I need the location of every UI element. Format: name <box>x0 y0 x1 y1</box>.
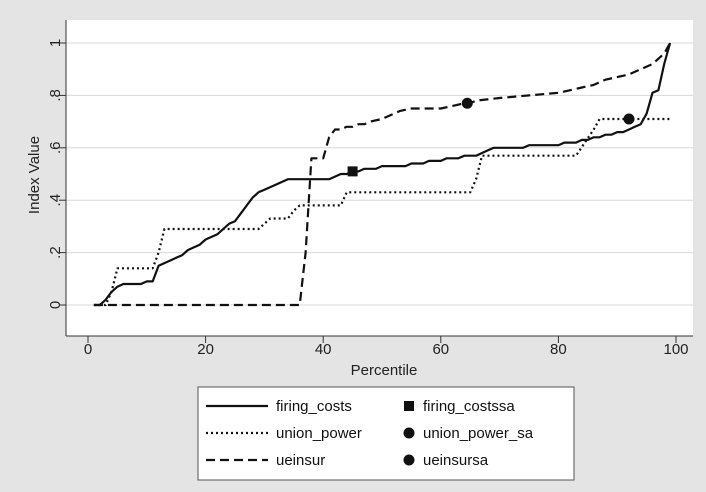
y-tick-label: .2 <box>47 246 64 259</box>
series-ueinsur-line <box>93 42 672 307</box>
axes: 0 .2 .4 .6 .8 1 0 20 40 60 80 100 <box>47 20 693 358</box>
x-tick-label: 40 <box>315 341 332 358</box>
series-union-power-line <box>93 117 671 307</box>
y-tick-label: 1 <box>47 39 64 47</box>
y-tick-label: .6 <box>47 142 64 155</box>
x-tick-label: 60 <box>432 341 449 358</box>
legend-label-union-power-sa: union_power_sa <box>423 425 534 442</box>
y-tick-label: .8 <box>47 89 64 102</box>
series-firing-costssa-point <box>347 166 358 177</box>
x-tick-label: 0 <box>84 341 92 358</box>
legend-label-firing-costssa: firing_costssa <box>423 398 515 415</box>
legend-label-ueinsur: ueinsur <box>276 452 325 469</box>
series-firing-costs-line <box>93 42 672 307</box>
y-tick-label: .4 <box>47 194 64 207</box>
legend-label-ueinsursa: ueinsursa <box>423 452 489 469</box>
x-tick-label: 100 <box>663 341 688 358</box>
series-layer <box>93 42 672 307</box>
y-tick-label: 0 <box>47 301 64 309</box>
series-ueinsursa-point <box>461 97 473 109</box>
legend-label-firing-costs: firing_costs <box>276 398 352 415</box>
x-tick-label: 80 <box>550 341 567 358</box>
legend-key-union-power-sa <box>403 427 415 439</box>
legend-key-ueinsursa <box>403 454 415 466</box>
legend-box <box>197 386 575 481</box>
y-axis-title: Index Value <box>26 136 43 214</box>
plot-region-background <box>66 20 693 336</box>
legend-key-firing-costssa <box>404 401 414 411</box>
x-tick-label: 20 <box>197 341 214 358</box>
x-axis-title: Percentile <box>351 362 418 379</box>
series-union-power-sa-point <box>623 113 635 125</box>
legend-label-union-power: union_power <box>276 425 362 442</box>
